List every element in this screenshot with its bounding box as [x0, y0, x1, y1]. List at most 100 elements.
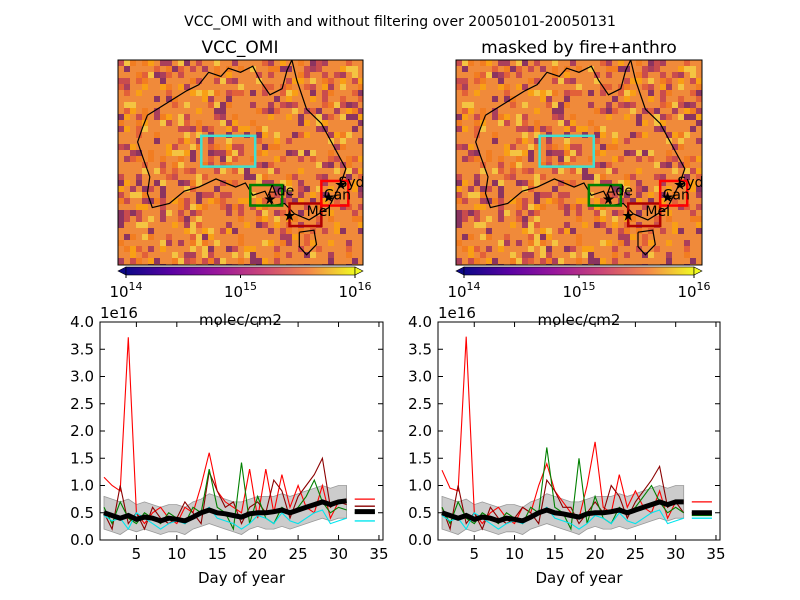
map-pixel — [564, 150, 570, 156]
map-pixel — [474, 72, 480, 78]
map-pixel — [654, 120, 660, 126]
map-pixel — [570, 156, 576, 162]
map-pixel — [528, 90, 534, 96]
map-pixel — [534, 198, 540, 204]
map-pixel — [594, 132, 600, 138]
city-star-icon: ★ — [674, 178, 686, 193]
map-pixel — [190, 90, 196, 96]
map-pixel — [690, 108, 696, 114]
map-pixel — [352, 72, 358, 78]
map-pixel — [462, 108, 468, 114]
map-pixel — [310, 78, 316, 84]
map-title: masked by fire+anthro — [481, 38, 677, 58]
map-pixel — [148, 60, 154, 66]
map-pixel — [232, 168, 238, 174]
map-pixel — [696, 78, 702, 84]
map-pixel — [678, 132, 684, 138]
map-pixel — [684, 240, 690, 246]
map-pixel — [316, 186, 322, 192]
map-pixel — [468, 60, 474, 66]
map-pixel — [456, 240, 462, 246]
map-pixel — [666, 162, 672, 168]
map-pixel — [570, 114, 576, 120]
map-pixel — [346, 132, 352, 138]
colorbar-tick-label: 1015 — [562, 280, 595, 301]
map-pixel — [660, 228, 666, 234]
map-pixel — [136, 192, 142, 198]
map-pixel — [630, 216, 636, 222]
map-pixel — [172, 258, 178, 264]
map-pixel — [654, 114, 660, 120]
map-pixel — [124, 66, 130, 72]
map-pixel — [352, 108, 358, 114]
map-pixel — [522, 258, 528, 264]
map-pixel — [516, 204, 522, 210]
map-pixel — [340, 84, 346, 90]
map-pixel — [286, 174, 292, 180]
region-box — [200, 134, 257, 168]
map-pixel — [142, 252, 148, 258]
map-pixel — [178, 162, 184, 168]
map-pixel — [346, 174, 352, 180]
map-pixel — [160, 162, 166, 168]
map-pixel — [214, 66, 220, 72]
map-pixel — [690, 186, 696, 192]
colorbar: 1014 1015 1016 molec/cm2 — [447, 266, 711, 329]
coastline — [136, 60, 347, 221]
map-pixel — [190, 126, 196, 132]
map-pixel — [600, 132, 606, 138]
map-pixel — [606, 108, 612, 114]
map-pixel — [262, 258, 268, 264]
colorbar-extend-low — [117, 266, 127, 276]
colorbar-extend-high — [693, 266, 703, 276]
map-pixel — [606, 66, 612, 72]
map-pixel — [600, 162, 606, 168]
map-pixel — [208, 96, 214, 102]
map-pixel — [588, 156, 594, 162]
map-pixel — [268, 192, 274, 198]
map-pixel — [600, 240, 606, 246]
map-pixel — [612, 96, 618, 102]
map-pixel — [256, 72, 262, 78]
map-pixel — [160, 156, 166, 162]
city-label: Syd — [677, 175, 703, 191]
map-pixel — [612, 186, 618, 192]
map-pixel — [564, 78, 570, 84]
map-pixel — [274, 138, 280, 144]
map-pixel — [480, 252, 486, 258]
map-pixel — [696, 84, 702, 90]
map-pixel — [456, 192, 462, 198]
map-pixel — [528, 246, 534, 252]
map-pixel — [160, 84, 166, 90]
map-pixel — [202, 174, 208, 180]
map-pixel — [172, 144, 178, 150]
map-pixel — [136, 90, 142, 96]
map-pixel — [286, 66, 292, 72]
map-pixel — [696, 222, 702, 228]
map-pixel — [328, 102, 334, 108]
region-box — [288, 202, 323, 228]
map-pixel — [292, 102, 298, 108]
map-pixel — [322, 102, 328, 108]
map-pixel — [196, 78, 202, 84]
map-pixel — [268, 168, 274, 174]
map-pixel — [540, 174, 546, 180]
map-pixel — [154, 114, 160, 120]
map-pixel — [160, 204, 166, 210]
map-pixel — [480, 192, 486, 198]
map-pixel — [624, 186, 630, 192]
y-tick-label: 1.5 — [70, 449, 94, 467]
map-pixel — [262, 90, 268, 96]
map-pixel — [238, 204, 244, 210]
map-pixel — [522, 252, 528, 258]
map-pixel — [220, 156, 226, 162]
map-pixel — [124, 180, 130, 186]
map-pixel — [142, 114, 148, 120]
map-pixel — [136, 204, 142, 210]
map-pixel — [352, 216, 358, 222]
map-pixel — [298, 198, 304, 204]
map-pixel — [558, 114, 564, 120]
map-pixel — [184, 120, 190, 126]
map-pixel — [558, 102, 564, 108]
map-pixel — [516, 114, 522, 120]
